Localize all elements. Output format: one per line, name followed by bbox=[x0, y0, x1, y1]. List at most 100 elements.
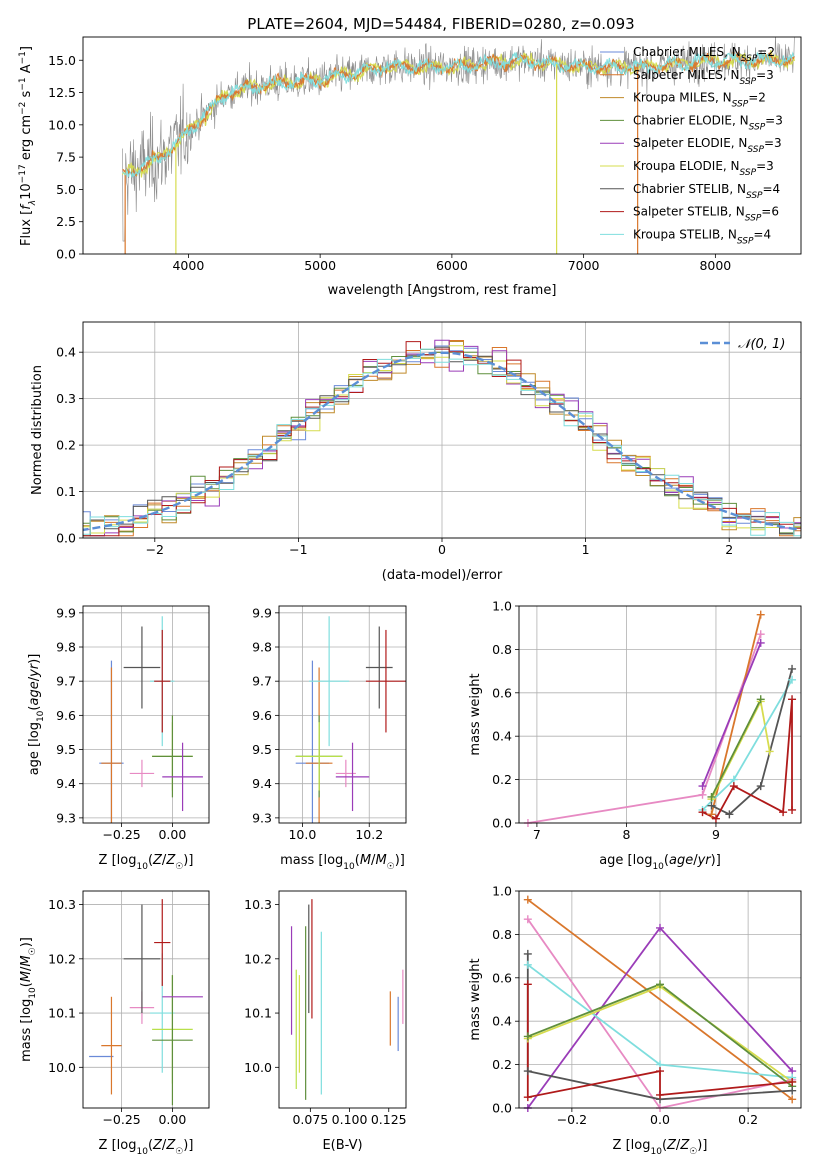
legend-label: Kroupa STELIB, NSSP=4 bbox=[633, 227, 771, 246]
y-tick-label: 10.1 bbox=[244, 1006, 272, 1021]
normal-curve bbox=[83, 351, 801, 532]
y-tick-label: 9.9 bbox=[56, 605, 76, 620]
x-tick-label: 10.2 bbox=[355, 827, 383, 842]
weight-marker bbox=[788, 1086, 797, 1095]
x-axis-label: Z [log10(Z/Z☉)] bbox=[613, 1138, 708, 1157]
y-tick-label: 0.8 bbox=[492, 642, 512, 657]
weight-marker bbox=[756, 695, 765, 704]
weight-line bbox=[527, 898, 793, 1101]
plot-area-weight_vs_age bbox=[527, 614, 793, 823]
weight-marker bbox=[707, 801, 716, 810]
plot-age_vs_Z: −0.25 0.00 9.3 9.4 9.5 9.6 9.7 9.8 9.9 Z [log10(Z… bbox=[27, 605, 210, 872]
y-axis-label: mass weight bbox=[468, 673, 483, 755]
weight-marker bbox=[756, 782, 765, 791]
plot-spectrum: 4000 5000 6000 7000 8000 0.0 2.5 5.0 7.5 10.0 12.5… bbox=[18, 36, 802, 298]
x-tick-label: 1 bbox=[582, 542, 590, 557]
weight-marker bbox=[729, 782, 738, 791]
weight-line bbox=[701, 642, 762, 787]
weight-marker bbox=[656, 1067, 664, 1076]
weight-marker bbox=[788, 695, 797, 704]
y-tick-label: 9.4 bbox=[252, 776, 272, 791]
y-tick-label: 9.9 bbox=[252, 605, 272, 620]
y-tick-label: 0.0 bbox=[492, 816, 512, 831]
weight-marker bbox=[788, 664, 797, 673]
x-axis-label: Z [log10(Z/Z☉)] bbox=[99, 853, 194, 872]
plot-area-age_vs_Z bbox=[99, 616, 203, 823]
x-tick-label: 5000 bbox=[304, 258, 336, 273]
x-tick-label: 7000 bbox=[568, 258, 600, 273]
weight-marker bbox=[779, 808, 788, 817]
y-tick-label: 10.3 bbox=[244, 897, 272, 912]
weight-marker bbox=[707, 810, 716, 819]
weight-marker bbox=[788, 675, 797, 684]
x-tick-label: 0.0 bbox=[650, 1112, 670, 1127]
y-tick-label: 0.6 bbox=[492, 685, 512, 700]
y-tick-label: 0.4 bbox=[492, 729, 512, 744]
plot-area-spectrum bbox=[121, 37, 795, 254]
y-tick-label: 1.0 bbox=[492, 884, 512, 899]
y-tick-label: 0.3 bbox=[56, 391, 76, 406]
y-tick-label: 5.0 bbox=[56, 182, 76, 197]
y-tick-label: 0.4 bbox=[56, 345, 76, 360]
y-tick-label: 10.0 bbox=[244, 1060, 272, 1075]
weight-marker bbox=[756, 610, 765, 619]
histogram-step bbox=[83, 341, 801, 537]
y-tick-label: 9.7 bbox=[252, 674, 272, 689]
weight-marker bbox=[523, 1067, 532, 1076]
plot-area-residuals bbox=[83, 339, 801, 537]
weight-marker bbox=[698, 808, 707, 817]
x-axis-label: Z [log10(Z/Z☉)] bbox=[99, 1138, 194, 1157]
legend-label: Chabrier MILES, NSSP=2 bbox=[633, 45, 775, 64]
plot-mass_vs_Z: −0.25 0.00 10.0 10.1 10.2 10.3 Z [log10(Z/Z☉)]… bbox=[19, 890, 210, 1157]
y-tick-label: 10.0 bbox=[48, 117, 76, 132]
y-tick-label: 9.7 bbox=[56, 674, 76, 689]
y-tick-label: 9.3 bbox=[56, 810, 76, 825]
y-tick-label: 9.6 bbox=[56, 708, 76, 723]
x-tick-label: 0.125 bbox=[371, 1112, 407, 1127]
x-tick-label: 4000 bbox=[172, 258, 204, 273]
axes-frame bbox=[82, 321, 802, 539]
x-tick-label: 9 bbox=[712, 827, 720, 842]
y-tick-label: 9.8 bbox=[252, 640, 272, 655]
y-axis-label: Normed distribution bbox=[30, 365, 45, 495]
plot-area-mass_vs_Z bbox=[89, 899, 203, 1106]
y-tick-label: 0.2 bbox=[56, 438, 76, 453]
y-tick-label: 9.5 bbox=[252, 742, 272, 757]
x-tick-label: −0.25 bbox=[102, 1112, 140, 1127]
weight-marker bbox=[656, 923, 664, 932]
weight-marker bbox=[765, 747, 774, 756]
x-tick-label: 0 bbox=[438, 542, 446, 557]
legend-label: Chabrier ELODIE, NSSP=3 bbox=[633, 113, 783, 132]
x-tick-label: 2 bbox=[725, 542, 733, 557]
legend-spectrum: Chabrier MILES, NSSP=2 Salpeter MILES, NS… bbox=[600, 45, 783, 246]
y-tick-label: 2.5 bbox=[56, 214, 76, 229]
weight-line bbox=[702, 699, 793, 820]
legend-label: Salpeter MILES, NSSP=3 bbox=[633, 68, 774, 87]
y-tick-label: 10.1 bbox=[48, 1006, 76, 1021]
y-tick-label: 0.1 bbox=[56, 484, 76, 499]
x-tick-label: 7 bbox=[533, 827, 541, 842]
legend-label: Chabrier STELIB, NSSP=4 bbox=[633, 182, 780, 201]
weight-marker bbox=[711, 814, 720, 823]
x-tick-label: 0.2 bbox=[738, 1112, 758, 1127]
y-axis-label: mass [log10(M/M☉)] bbox=[19, 937, 38, 1062]
x-tick-label: −2 bbox=[146, 542, 164, 557]
weight-marker bbox=[656, 980, 664, 989]
plot-age_vs_mass: 10.0 10.2 9.3 9.4 9.5 9.6 9.7 9.8 9.9 mass [log10… bbox=[252, 605, 407, 872]
y-tick-label: 1.0 bbox=[492, 599, 512, 614]
y-tick-label: 0.4 bbox=[492, 1014, 512, 1029]
weight-marker bbox=[707, 792, 716, 801]
weight-marker bbox=[788, 1095, 797, 1104]
weight-marker bbox=[523, 1032, 532, 1041]
axes-frame bbox=[82, 36, 802, 255]
axes-frame bbox=[82, 890, 210, 1109]
weight-marker bbox=[656, 1090, 664, 1099]
weight-marker bbox=[788, 805, 797, 814]
weight-marker bbox=[788, 1077, 797, 1086]
y-tick-label: 9.8 bbox=[56, 640, 76, 655]
x-tick-label: 10.0 bbox=[288, 827, 316, 842]
weight-marker bbox=[523, 949, 532, 958]
histogram-step bbox=[83, 346, 801, 537]
figure-title: PLATE=2604, MJD=54484, FIBERID=0280, z=0… bbox=[247, 15, 634, 33]
